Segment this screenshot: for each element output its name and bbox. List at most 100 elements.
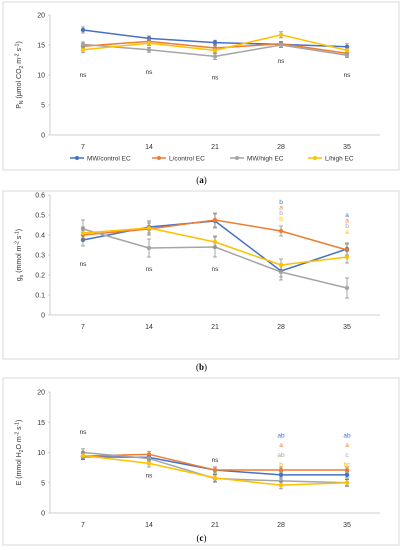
data-point-mw-high-ec — [80, 42, 86, 47]
significance-label: a — [345, 442, 349, 449]
data-point-mw-high-ec — [344, 53, 350, 58]
y-axis-label-part: s — [16, 235, 23, 241]
data-point-mw-high-ec — [278, 478, 284, 484]
data-point-l-control-ec — [212, 467, 218, 473]
significance-label: c — [345, 452, 349, 459]
x-tick-label: 14 — [145, 324, 153, 331]
y-axis-label-part: s — [19, 274, 25, 277]
y-axis-label: PN (μmol CO2 m-2 s-1) — [15, 41, 25, 109]
data-point-l-high-ec — [80, 230, 86, 236]
y-tick-label: 0.2 — [35, 273, 45, 280]
data-point-l-high-ec — [146, 41, 152, 46]
significance-label: ns — [80, 429, 88, 436]
data-point-l-control-ec — [278, 467, 284, 473]
x-tick-label: 28 — [277, 324, 285, 331]
data-point-mw-high-ec — [278, 42, 284, 48]
significance-label: ns — [146, 266, 154, 273]
panel-frame — [2, 377, 400, 546]
y-axis-label-part: N — [19, 100, 25, 104]
significance-label: a — [345, 229, 349, 236]
panel-caption: (c) — [197, 533, 207, 543]
y-axis-label-part: P — [16, 104, 23, 109]
y-axis-label-part: (mmol H — [16, 452, 23, 480]
y-axis-label-part: -2 — [15, 241, 21, 246]
legend-label: MW/high EC — [247, 155, 284, 162]
y-axis-label-part: 2 — [19, 65, 25, 68]
y-tick-label: 10 — [37, 450, 45, 457]
y-axis-label-part: -1 — [15, 231, 21, 236]
legend-label: L/control EC — [169, 155, 205, 162]
y-tick-label: 20 — [37, 13, 45, 20]
legend-label: L/high EC — [325, 155, 354, 162]
y-axis-label-part: m — [16, 58, 23, 66]
y-tick-label: 0 — [41, 511, 45, 518]
x-tick-label: 7 — [81, 522, 85, 529]
significance-label: ns — [344, 72, 352, 79]
y-axis-label: gs (mmol m-2 s-1) — [15, 229, 25, 281]
y-axis-label-part: -2 — [15, 53, 21, 58]
x-tick-label: 7 — [81, 324, 85, 331]
data-point-l-high-ec — [80, 47, 86, 52]
x-tick-label: 28 — [277, 522, 285, 529]
y-axis-label-part: s — [16, 48, 23, 54]
y-axis-label-part: -1 — [15, 43, 21, 48]
data-point-l-high-ec — [344, 480, 350, 485]
data-point-mw-high-ec — [146, 47, 152, 52]
panel-frame — [2, 190, 400, 360]
y-tick-label: 15 — [37, 43, 45, 50]
y-axis-label-part: ) — [16, 229, 23, 231]
y-axis-label-part: (mmol m — [16, 245, 23, 274]
y-tick-label: 15 — [37, 420, 45, 427]
caption-text: a — [199, 175, 204, 185]
significance-label: ns — [278, 58, 286, 65]
data-point-mw-control-ec — [80, 27, 86, 33]
significance-label: b — [279, 199, 283, 206]
significance-label: ab — [277, 452, 285, 459]
panel-caption: (a) — [196, 175, 207, 185]
significance-label: a — [279, 205, 283, 212]
data-point-l-high-ec — [278, 32, 284, 37]
legend-marker — [75, 156, 79, 160]
data-point-l-high-ec — [146, 461, 152, 466]
data-point-l-high-ec — [212, 239, 218, 245]
y-tick-label: 0.5 — [35, 213, 45, 220]
data-point-mw-control-ec — [212, 40, 218, 45]
data-point-l-high-ec — [344, 48, 350, 53]
data-point-l-control-ec — [344, 467, 350, 473]
data-point-l-high-ec — [344, 254, 350, 260]
y-tick-label: 0 — [41, 133, 45, 140]
y-axis-label-part: O m — [16, 436, 23, 449]
caption-text: c — [200, 533, 204, 543]
y-axis-label-part: 2 — [19, 449, 25, 452]
y-tick-label: 20 — [37, 390, 45, 397]
data-point-l-high-ec — [212, 48, 218, 53]
significance-label: ns — [212, 457, 220, 464]
significance-label: ns — [146, 472, 154, 479]
y-tick-label: 10 — [37, 73, 45, 80]
significance-label: ns — [80, 261, 88, 268]
y-tick-label: 0.4 — [35, 233, 45, 240]
significance-label: a — [345, 212, 349, 219]
legend-marker — [313, 156, 317, 160]
panel-c: 0 5 10 15 20 7 14 21 28 35 E (mmol H2O m-2 s-1) ns n… — [2, 377, 400, 546]
data-point-l-control-ec — [278, 228, 284, 234]
data-point-l-high-ec — [278, 262, 284, 268]
y-axis-label-part: ) — [16, 420, 23, 422]
data-point-l-high-ec — [212, 475, 218, 481]
y-axis-label-part: g — [16, 277, 23, 281]
data-point-mw-high-ec — [212, 54, 218, 59]
x-tick-label: 21 — [211, 522, 219, 529]
data-point-l-high-ec — [80, 453, 86, 458]
x-tick-label: 14 — [145, 522, 153, 529]
data-point-l-high-ec — [278, 482, 284, 488]
panel-frame — [2, 1, 400, 171]
panel-caption: (b) — [196, 362, 207, 372]
y-tick-label: 0.3 — [35, 253, 45, 260]
data-point-l-control-ec — [212, 217, 218, 223]
y-axis-label-part: s — [16, 426, 23, 432]
legend-marker — [235, 156, 239, 160]
legend-marker — [157, 156, 161, 160]
